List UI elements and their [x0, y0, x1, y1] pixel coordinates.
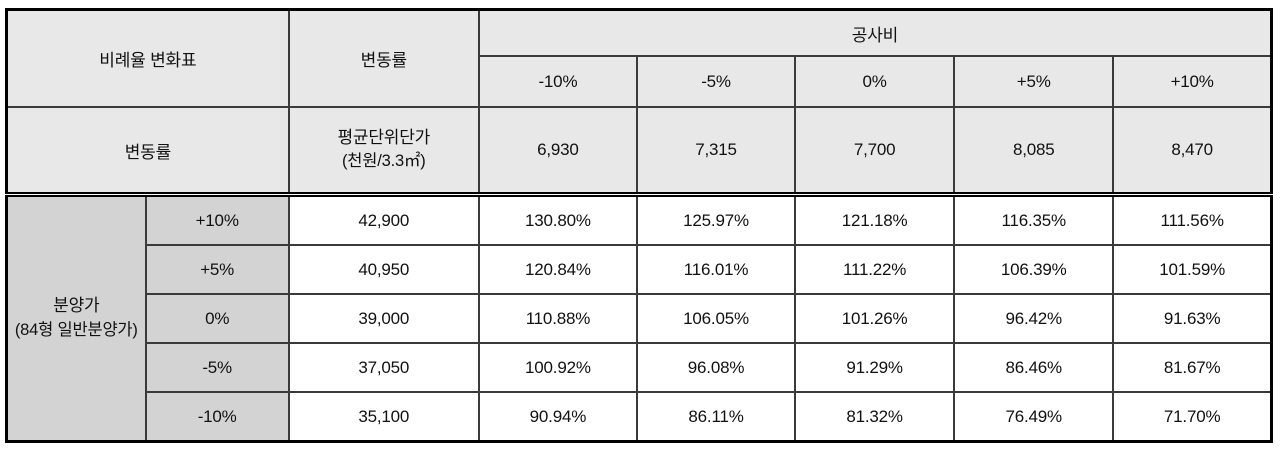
row-label-plus5: +5% [144, 244, 290, 295]
cell-value: 121.18% [794, 192, 956, 246]
row-unit-price: 39,000 [287, 293, 480, 344]
table-row: -10% 35,100 90.94% 86.11% 81.32% 76.49% … [7, 391, 1273, 443]
cell-value: 106.05% [635, 293, 797, 344]
cell-value: 81.67% [1112, 342, 1273, 393]
cost-header-cell: 공사비 [477, 8, 1273, 57]
cost-col-zero: 0% [794, 55, 956, 108]
cell-value: 120.84% [477, 244, 638, 295]
cost-col-plus5: +5% [953, 55, 1115, 108]
cell-value: 90.94% [477, 391, 638, 443]
change-rate-header-cell: 변동률 [287, 8, 480, 108]
unit-price-plus5: 8,085 [953, 106, 1115, 196]
unit-price-zero: 7,700 [794, 106, 956, 196]
cost-col-minus10: -10% [477, 55, 638, 108]
unit-price-label-cell: 평균단위단가 (천원/3.3㎡) [287, 106, 480, 196]
table-row: -5% 37,050 100.92% 96.08% 91.29% 86.46% … [7, 342, 1273, 393]
table-row: 0% 39,000 110.88% 106.05% 101.26% 96.42%… [7, 293, 1273, 344]
table-row: 분양가 (84형 일반분양가) +10% 42,900 130.80% 125.… [5, 192, 1273, 443]
cell-value: 106.39% [953, 244, 1115, 295]
cell-value: 91.29% [794, 342, 956, 393]
cell-value: 86.11% [635, 391, 797, 443]
row-label-plus10: +10% [144, 192, 290, 246]
cost-col-plus10: +10% [1112, 55, 1273, 108]
cell-value: 100.92% [477, 342, 638, 393]
sale-price-label-line1: 분양가 [53, 296, 100, 316]
cell-value: 110.88% [477, 293, 638, 344]
cost-col-minus5: -5% [635, 55, 797, 108]
cell-value: 101.26% [794, 293, 956, 344]
cell-value: 76.49% [953, 391, 1115, 443]
cell-value: 96.08% [635, 342, 797, 393]
cell-value: 116.35% [953, 192, 1115, 246]
cell-value: 130.80% [477, 192, 638, 246]
unit-price-minus10: 6,930 [477, 106, 638, 196]
cell-value: 86.46% [953, 342, 1115, 393]
row-label-zero: 0% [144, 293, 290, 344]
unit-price-label-line2: (천원/3.3㎡) [342, 152, 426, 171]
row-label-minus10: -10% [144, 391, 290, 443]
row-label-minus5: -5% [144, 342, 290, 393]
cell-value: 101.59% [1112, 244, 1273, 295]
row-unit-price: 42,900 [287, 192, 480, 246]
row-unit-price: 35,100 [287, 391, 480, 443]
table-title-cell: 비례율 변화표 [5, 8, 290, 108]
unit-price-plus10: 8,470 [1112, 106, 1273, 196]
cell-value: 116.01% [635, 244, 797, 295]
header-row-unit-price: 변동률 평균단위단가 (천원/3.3㎡) 6,930 7,315 7,700 8… [5, 106, 1273, 196]
sale-price-label-line2: (84형 일반분양가) [14, 320, 138, 339]
header-row-cost: 비례율 변화표 변동률 공사비 [5, 8, 1273, 108]
sale-price-label-cell: 분양가 (84형 일반분양가) [5, 192, 147, 443]
row-unit-price: 40,950 [287, 244, 480, 295]
cell-value: 91.63% [1112, 293, 1273, 344]
cell-value: 81.32% [794, 391, 956, 443]
header-row-cost-percentages: -10% -5% 0% +5% +10% [7, 55, 1273, 108]
cell-value: 111.56% [1112, 192, 1273, 246]
unit-price-minus5: 7,315 [635, 106, 797, 196]
cell-value: 111.22% [794, 244, 956, 295]
cell-value: 125.97% [635, 192, 797, 246]
table-row: +5% 40,950 120.84% 116.01% 111.22% 106.3… [7, 244, 1273, 295]
cell-value: 96.42% [953, 293, 1115, 344]
proportional-rate-table: 비례율 변화표 변동률 공사비 -10% -5% 0% +5% +10% 변동률… [5, 8, 1273, 443]
unit-price-label-line1: 평균단위단가 [337, 127, 431, 147]
cell-value: 71.70% [1112, 391, 1273, 443]
change-rate-row-label-cell: 변동률 [5, 106, 290, 196]
row-unit-price: 37,050 [287, 342, 480, 393]
